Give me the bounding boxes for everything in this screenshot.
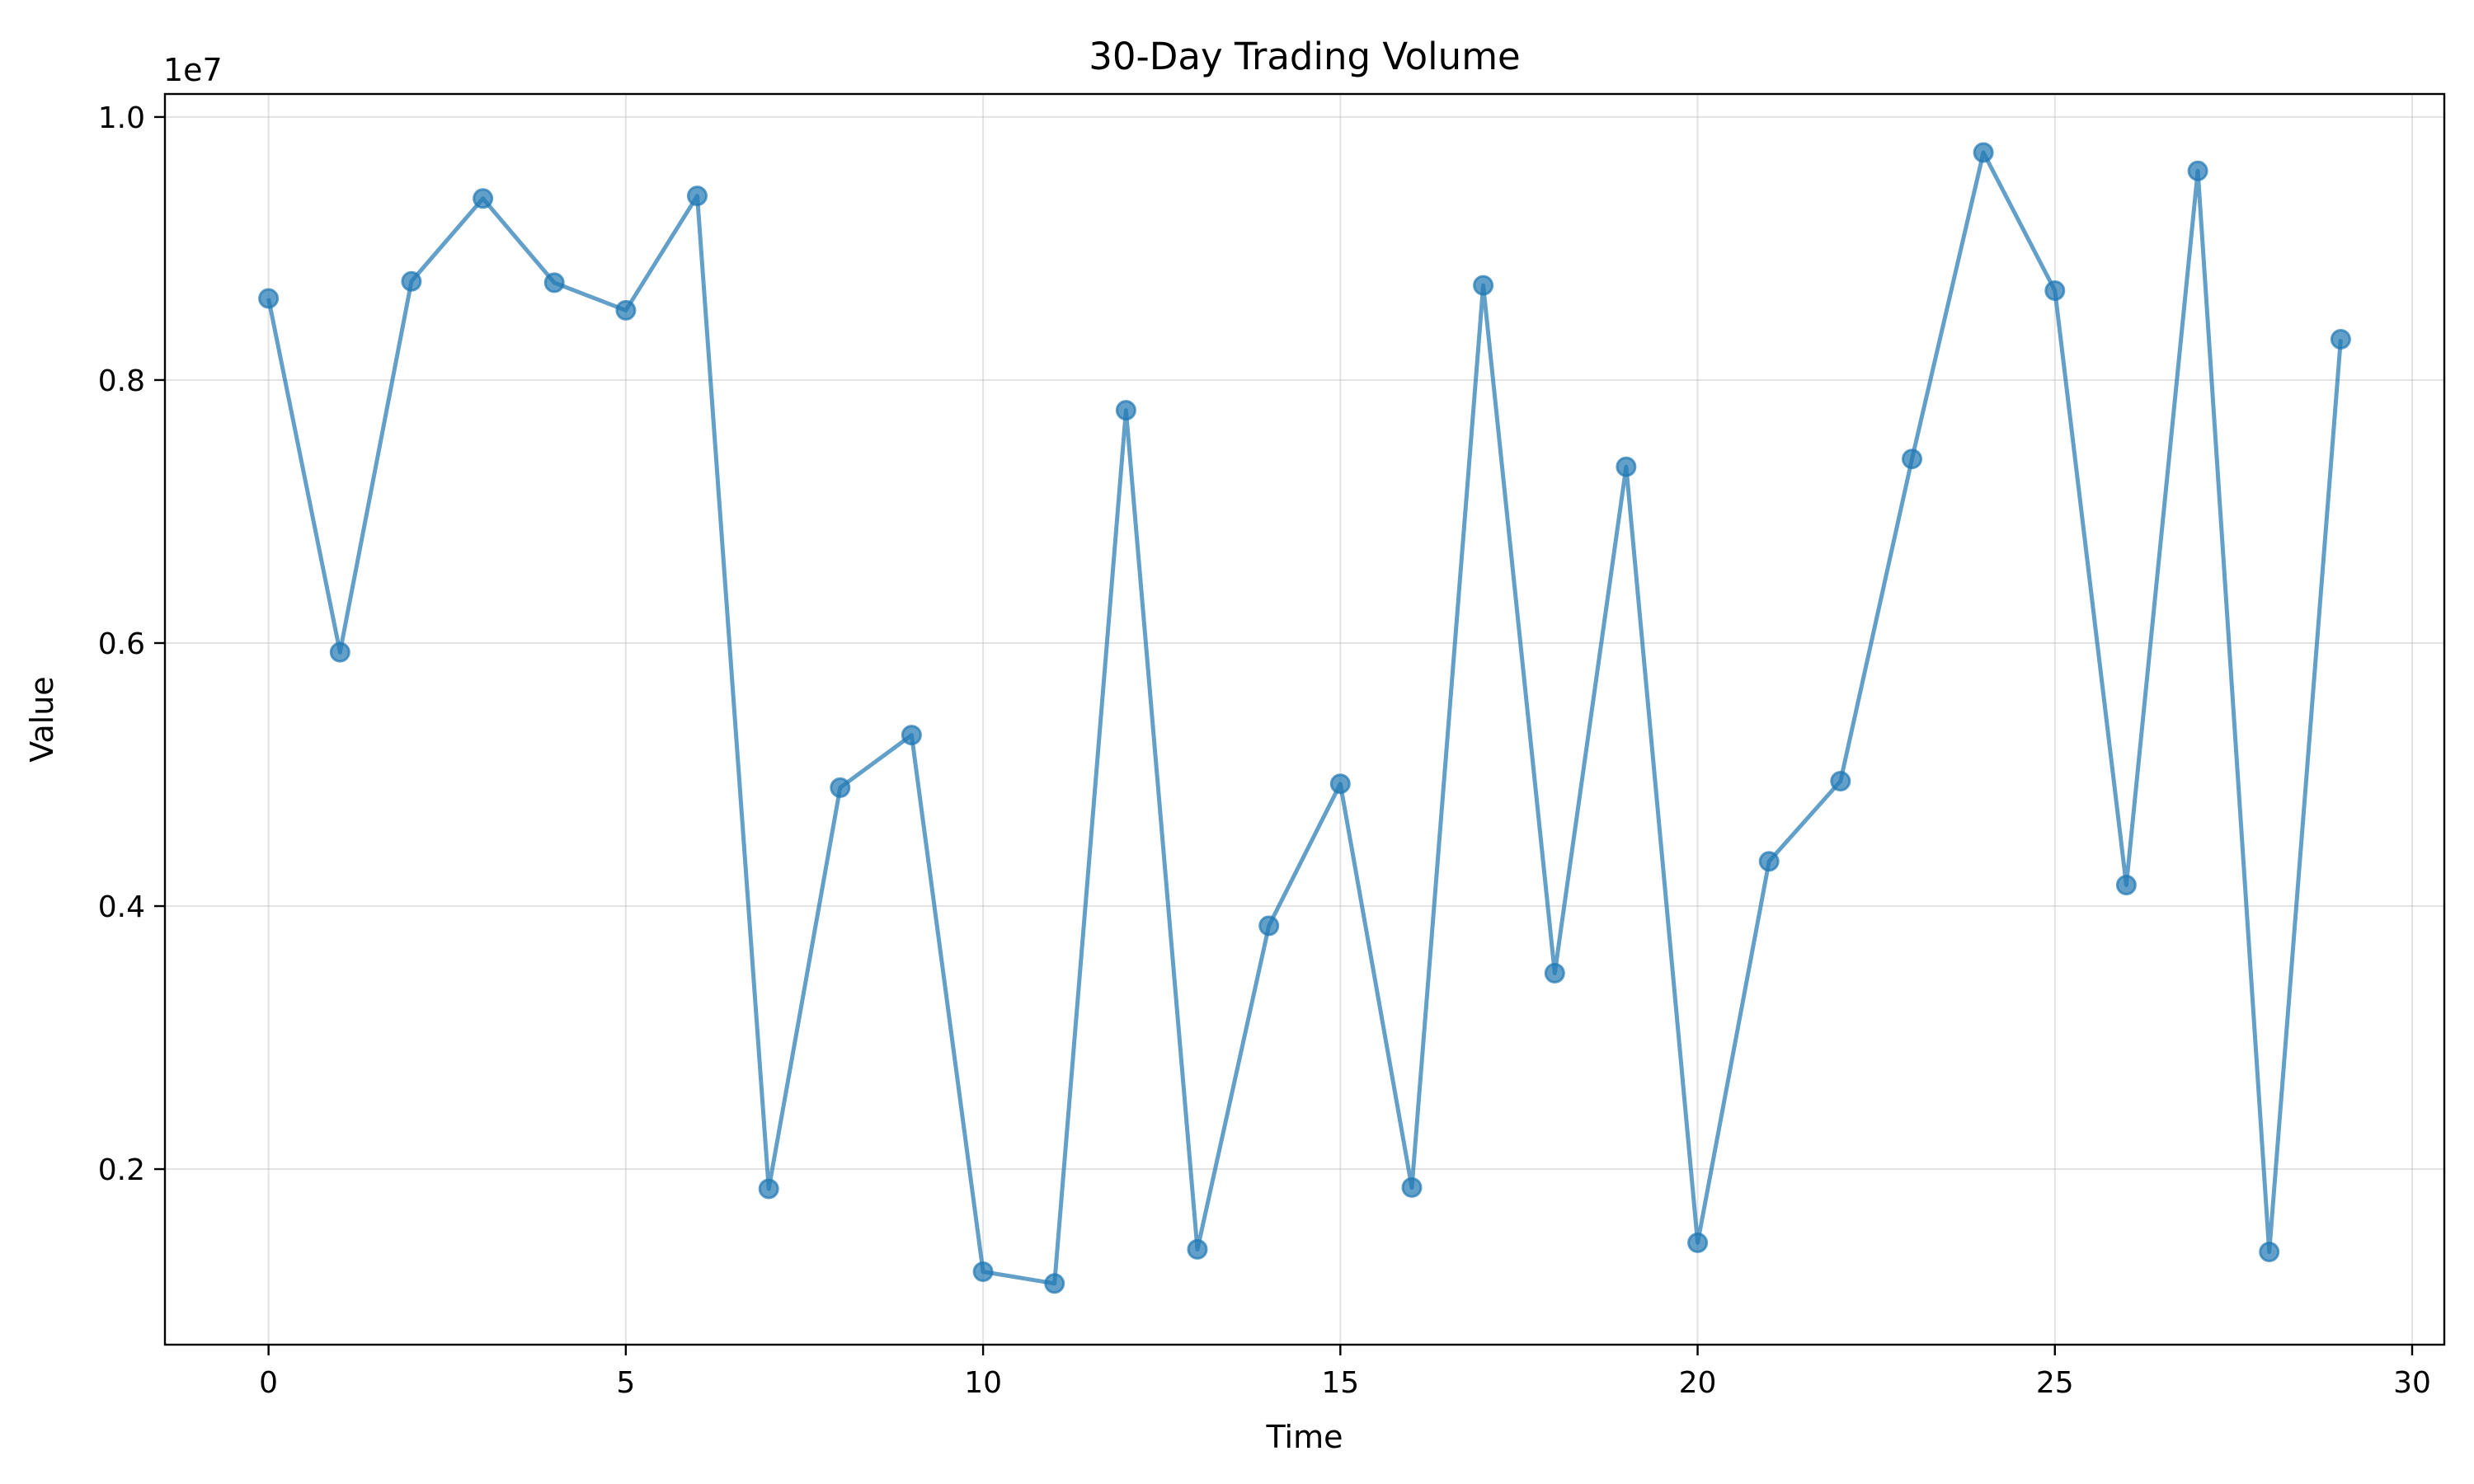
- y-tick-label: 0.8: [98, 364, 145, 398]
- plot-frame: [163, 92, 2446, 1346]
- y-tick-label: 0.6: [98, 627, 145, 661]
- data-point: [543, 272, 565, 294]
- data-point: [1544, 962, 1565, 984]
- data-point: [1115, 400, 1136, 421]
- x-tick-label: 15: [1321, 1366, 1359, 1400]
- x-tick-label: 10: [964, 1366, 1002, 1400]
- x-tick-label: 20: [1679, 1366, 1717, 1400]
- x-tick-label: 0: [259, 1366, 278, 1400]
- data-point: [1616, 456, 1637, 477]
- data-point: [1973, 142, 1994, 163]
- data-point: [1401, 1176, 1423, 1198]
- data-point: [2115, 875, 2137, 895]
- data-point: [1187, 1238, 1208, 1260]
- data-point: [1473, 275, 1494, 296]
- data-point: [615, 299, 637, 321]
- series-line: [266, 150, 2343, 1286]
- data-point: [329, 641, 350, 663]
- series-layer: [258, 142, 2351, 1294]
- data-point: [401, 270, 422, 292]
- data-point: [758, 1178, 779, 1200]
- data-point: [473, 188, 494, 209]
- data-point: [1830, 771, 1851, 791]
- data-point: [830, 777, 851, 798]
- x-tick-label: 30: [2393, 1366, 2431, 1400]
- y-tick-label: 1.0: [98, 101, 145, 135]
- data-point: [2044, 280, 2066, 301]
- data-point: [1258, 915, 1280, 937]
- data-point: [1044, 1273, 1065, 1294]
- data-point: [258, 288, 280, 309]
- data-point: [972, 1261, 994, 1282]
- data-point: [1329, 773, 1351, 795]
- data-point: [1902, 448, 1922, 470]
- y-axis-label: Value: [24, 676, 60, 762]
- data-point: [901, 725, 922, 746]
- data-point: [2330, 329, 2351, 350]
- y-axis-offset-label: 1e7: [163, 52, 223, 88]
- data-point: [1687, 1232, 1709, 1253]
- ticks-layer: 0 5 10 15 20 25 30 0.2 0.4 0.6 0.8 1.0: [98, 101, 2431, 1400]
- data-point: [687, 186, 708, 207]
- x-axis-label: Time: [1266, 1419, 1343, 1455]
- data-point: [2259, 1242, 2280, 1262]
- y-tick-label: 0.4: [98, 890, 145, 924]
- x-tick-label: 5: [616, 1366, 635, 1400]
- y-tick-label: 0.2: [98, 1153, 145, 1187]
- data-point: [2187, 160, 2208, 181]
- chart-title: 30-Day Trading Volume: [1089, 35, 1520, 78]
- x-tick-label: 25: [2036, 1366, 2074, 1400]
- data-point: [1758, 851, 1780, 872]
